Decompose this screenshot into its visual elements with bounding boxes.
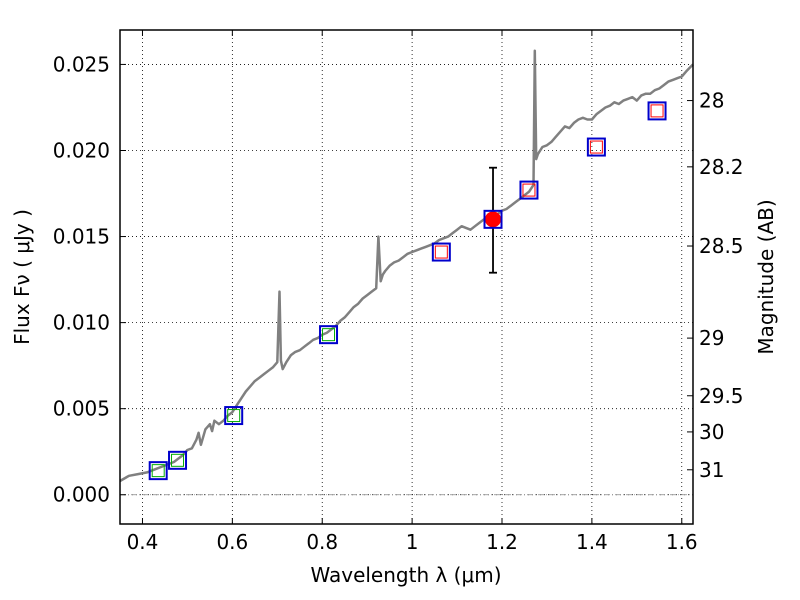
x-tick-label: 0.8 [306, 530, 338, 554]
model-photometry-square [519, 180, 539, 200]
y2-tick-label: 28 [699, 89, 724, 113]
plot-frame [119, 29, 694, 525]
model-photometry-square [224, 406, 244, 426]
observed-photometry-square [171, 453, 185, 467]
x-axis-label: Wavelength λ (μm) [310, 563, 501, 587]
y2-tick-label: 28.5 [699, 234, 744, 258]
x-tick-label: 0.4 [127, 530, 159, 554]
model-photometry-square [647, 101, 667, 121]
axes-ticks: 0.4 0.6 0.8 1 1.2 1.4 1.6 0.000 0.005 0.010 0.015 0… [53, 30, 744, 554]
x-tick-label: 1.4 [576, 530, 608, 554]
y-tick-label: 0.020 [53, 138, 110, 162]
y-tick-label: 0.010 [53, 311, 110, 335]
observed-photometry-square [522, 183, 536, 197]
y-tick-label: 0.000 [53, 483, 110, 507]
model-photometry-square [148, 461, 168, 481]
x-tick-label: 1.6 [666, 530, 698, 554]
x-tick-label: 1 [406, 530, 419, 554]
y2-tick-label: 28.2 [699, 155, 744, 179]
y2-tick-label: 31 [699, 458, 724, 482]
measured-point [485, 211, 502, 228]
observed-photometry-square [227, 409, 241, 423]
observed-photometry-square [589, 140, 603, 154]
observed-photometry-square [650, 104, 664, 118]
y2-axis-label: Magnitude (AB) [754, 199, 778, 354]
x-tick-label: 1.2 [486, 530, 518, 554]
model-photometry-square [168, 450, 188, 470]
observed-photometry-square [151, 464, 165, 478]
spectrum-line [119, 49, 694, 483]
x-tick-label: 0.6 [216, 530, 248, 554]
plot-area [119, 49, 694, 483]
y-tick-label: 0.005 [53, 397, 110, 421]
observed-photometry-square [322, 328, 336, 342]
model-photometry-square [319, 325, 339, 345]
y-tick-label: 0.015 [53, 225, 110, 249]
y-tick-label: 0.025 [53, 52, 110, 76]
y-axis-label: Flux Fν ( μJy ) [10, 209, 34, 345]
y2-tick-label: 30 [699, 420, 724, 444]
model-photometry-square [431, 242, 451, 262]
y2-tick-label: 29.5 [699, 384, 744, 408]
model-photometry-square [586, 137, 606, 157]
observed-photometry-square [434, 245, 448, 259]
y2-tick-label: 29 [699, 326, 724, 350]
grid [120, 30, 693, 524]
model-photometry-square [483, 209, 503, 229]
